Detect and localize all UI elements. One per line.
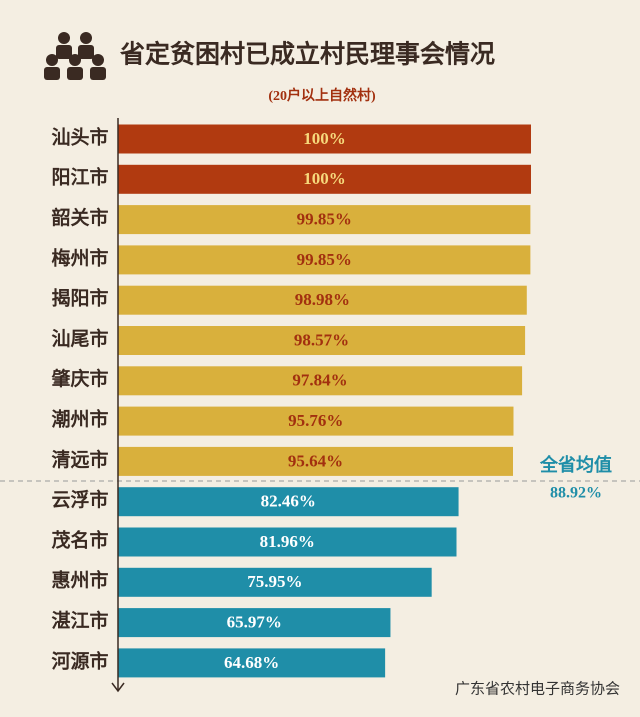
bar-value-label: 99.85% [297,210,352,229]
bar [118,608,391,638]
bar-value-label: 100% [303,129,346,148]
bar [118,326,526,355]
bar [118,406,514,436]
bar-value-label: 75.95% [247,572,302,591]
average-label: 全省均值 [539,454,612,475]
y-tick-label: 惠州市 [51,569,108,592]
people-icon [44,32,106,80]
bar-value-label: 64.68% [224,653,279,672]
bar-value-label: 97.84% [292,371,347,390]
bar [118,567,432,597]
bar-value-label: 95.64% [288,451,343,470]
y-tick-label: 阳江市 [51,166,108,189]
y-tick-label: 揭阳市 [51,287,108,310]
y-tick-label: 韶关市 [51,206,108,229]
bar [118,164,531,194]
bar [118,648,386,678]
bar-value-label: 98.98% [295,290,350,309]
bar-value-label: 98.57% [294,330,349,349]
bar-value-label: 100% [303,169,346,188]
y-tick-label: 潮州市 [51,407,108,430]
bar-value-label: 81.96% [260,532,315,551]
bar [118,527,457,557]
y-tick-label: 茂名市 [51,528,108,551]
bar-value-label: 82.46% [261,492,316,511]
axis-arrow [111,682,125,693]
bar [118,366,523,396]
bar [118,446,513,476]
average-value: 88.92% [550,485,602,502]
y-tick-label: 汕头市 [51,125,108,148]
y-tick-label: 汕尾市 [51,327,108,350]
y-tick-label: 云浮市 [51,488,108,511]
bar-value-label: 99.85% [297,250,352,269]
bar [118,245,531,275]
chart-title: 省定贫困村已成立村民理事会情况 [119,40,495,69]
bar-value-label: 65.97% [227,613,282,632]
watermark: 广东省农村电子商务协会 [455,680,620,697]
y-tick-label: 清远市 [51,448,108,471]
y-tick-label: 梅州市 [51,246,108,269]
chart-subtitle: (20户以上自然村) [268,87,376,104]
bar [118,205,531,235]
bar [118,487,459,517]
bar [118,124,531,154]
y-tick-label: 湛江市 [51,609,108,632]
bar-value-label: 95.76% [288,411,343,430]
bar [118,285,527,315]
y-tick-label: 河源市 [51,649,108,672]
y-tick-label: 肇庆市 [51,367,108,390]
